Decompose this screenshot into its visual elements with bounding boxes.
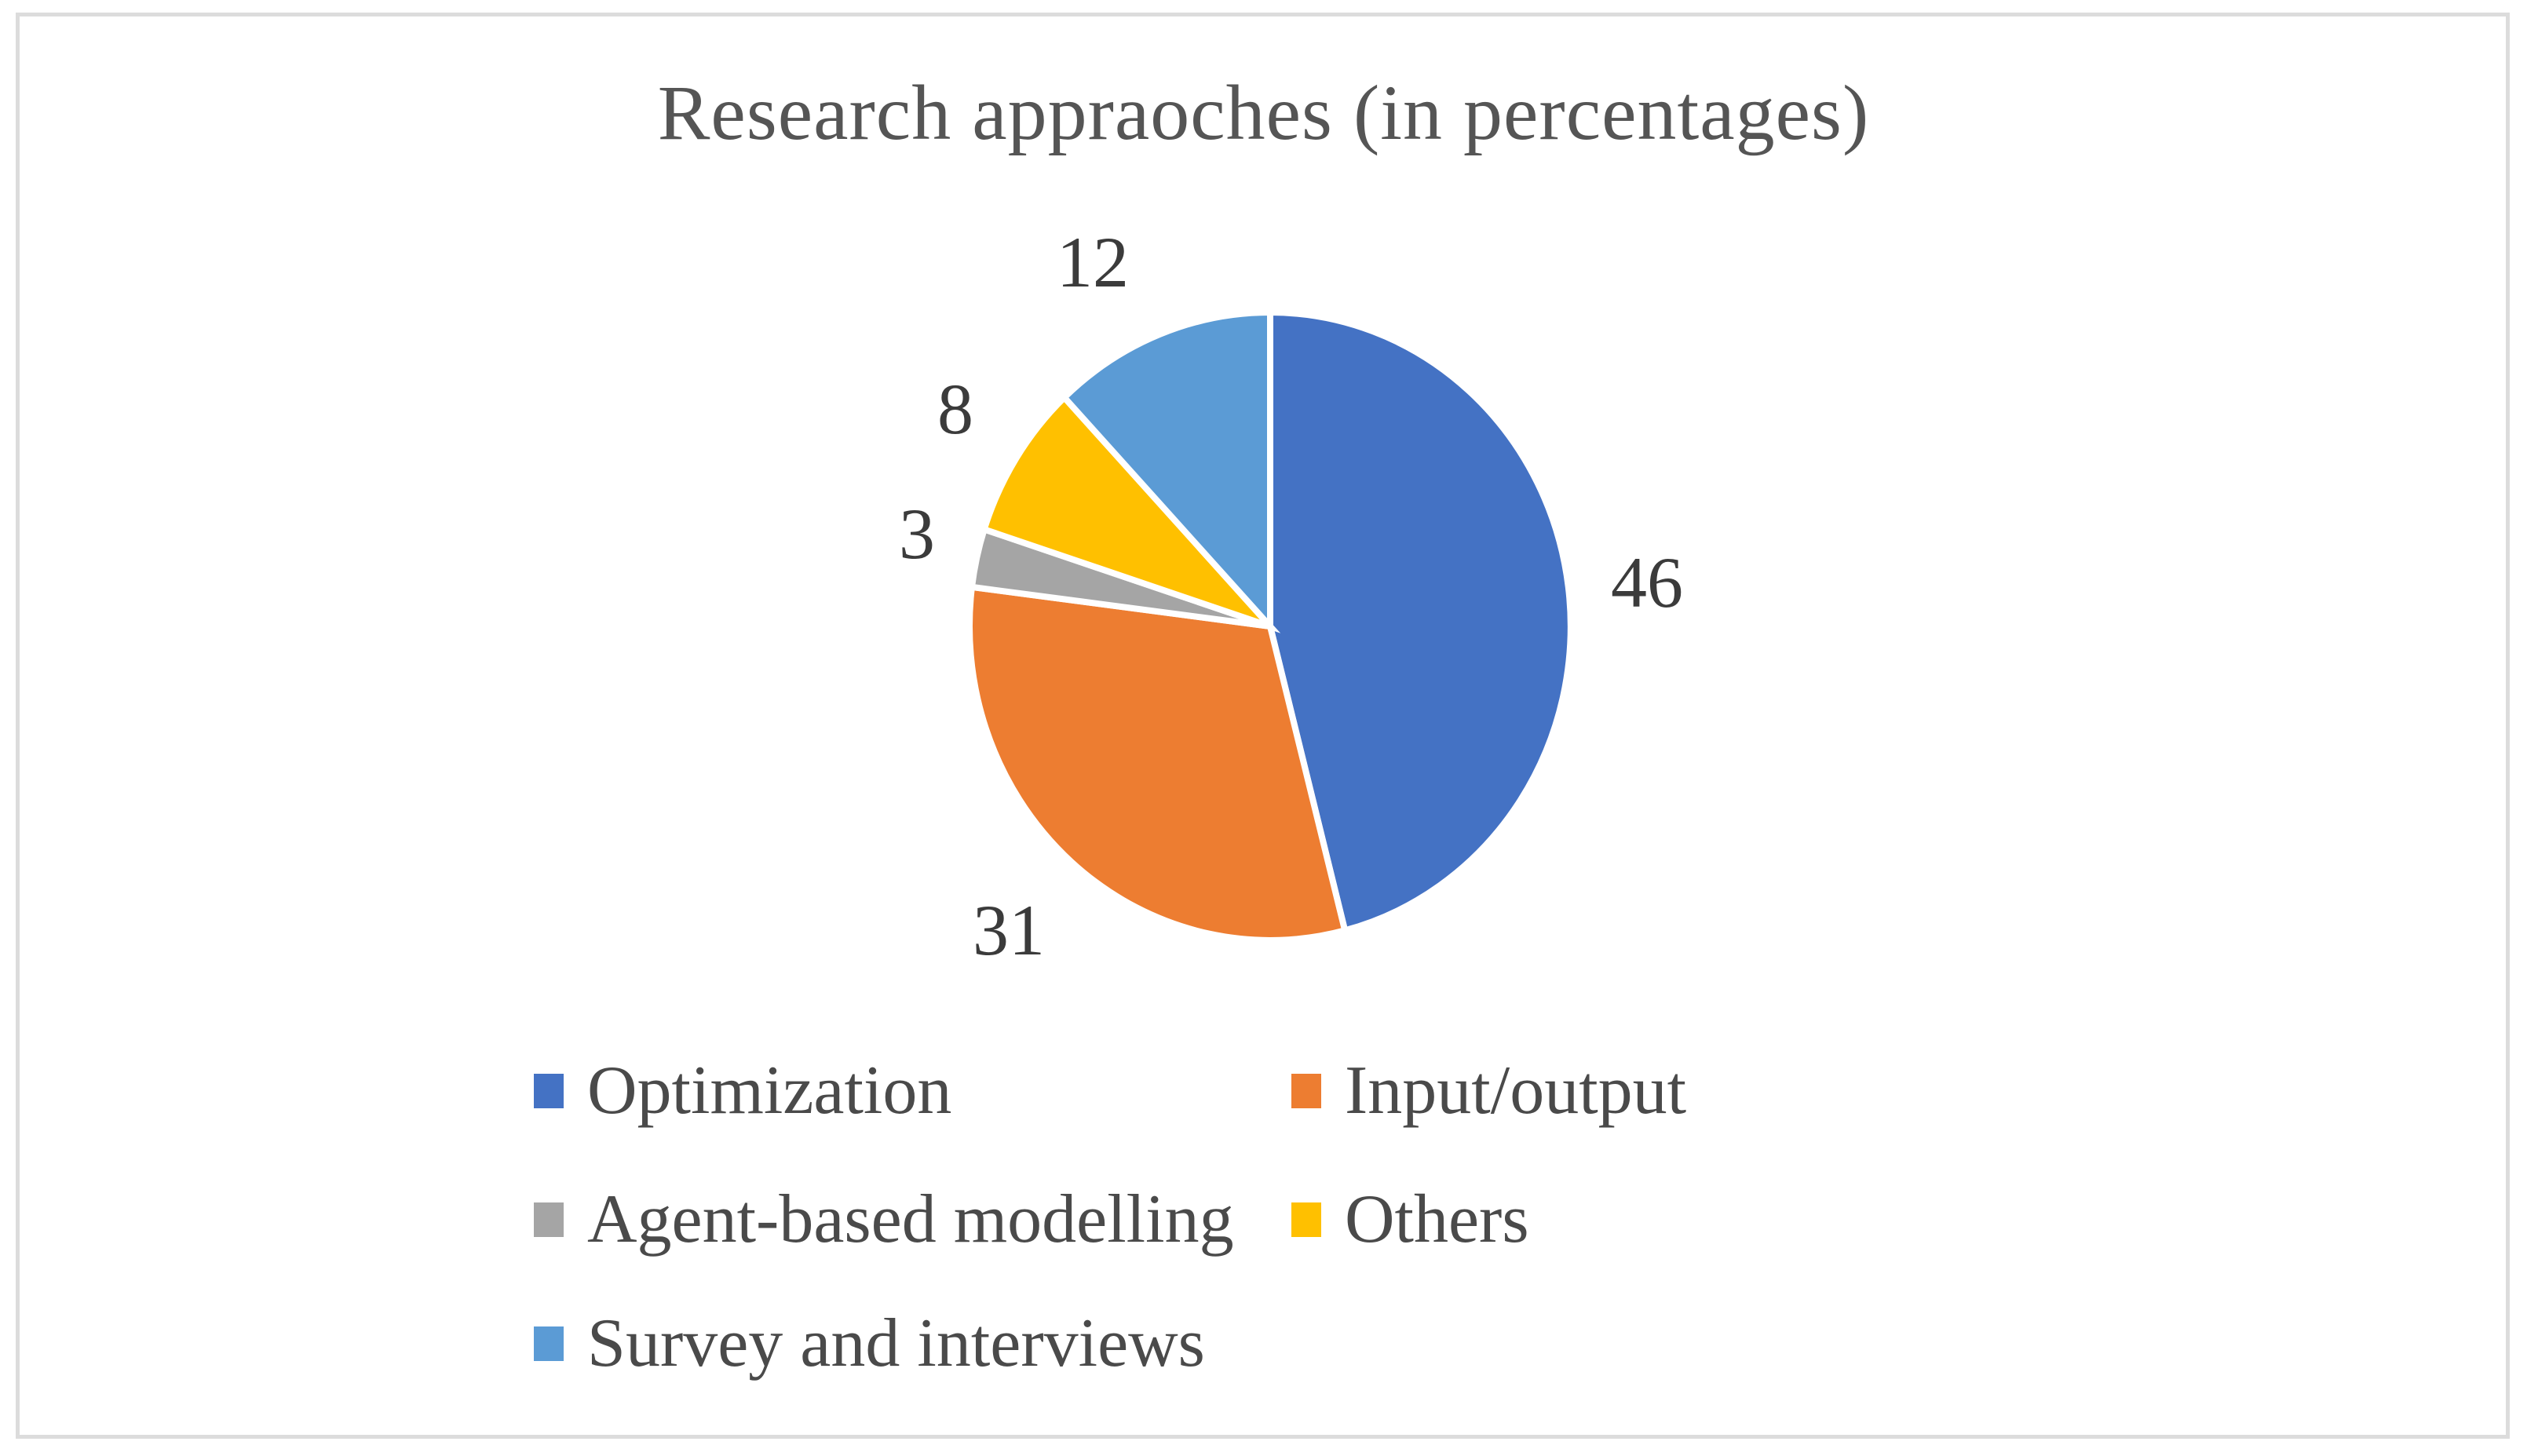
legend-swatch-input-output: [1291, 1074, 1321, 1108]
legend-label-agent-based-modelling: Agent-based modelling: [587, 1181, 1234, 1257]
data-label-input-output: 31: [973, 890, 1045, 970]
legend-swatch-optimization: [534, 1074, 564, 1108]
chart-title: Research appraoches (in percentages): [657, 69, 1870, 156]
pie-slice-optimization: [1267, 308, 1574, 935]
pie-slice-others: [980, 392, 1281, 633]
data-label-survey-and-interviews: 12: [1057, 222, 1129, 302]
legend-item-input-output: Input/output: [1291, 1052, 1686, 1130]
legend-item-agent-based-modelling: Agent-based modelling: [534, 1180, 1234, 1259]
data-label-optimization: 46: [1611, 542, 1683, 622]
legend-label-optimization: Optimization: [587, 1053, 952, 1129]
legend-label-survey-and-interviews: Survey and interviews: [587, 1305, 1205, 1381]
legend-item-survey-and-interviews: Survey and interviews: [534, 1305, 1205, 1383]
legend-swatch-survey-and-interviews: [534, 1326, 564, 1361]
data-label-agent-based-modelling: 3: [899, 494, 935, 574]
legend-swatch-others: [1291, 1202, 1321, 1237]
data-label-others: 8: [937, 369, 973, 449]
pie-slice-survey-and-interviews: [1060, 308, 1273, 635]
legend-item-optimization: Optimization: [534, 1052, 951, 1130]
pie-slice-input-output: [966, 583, 1349, 943]
legend-swatch-agent-based-modelling: [534, 1202, 564, 1237]
legend-label-input-output: Input/output: [1345, 1053, 1687, 1129]
legend-label-others: Others: [1345, 1181, 1529, 1257]
legend-item-others: Others: [1291, 1180, 1529, 1259]
